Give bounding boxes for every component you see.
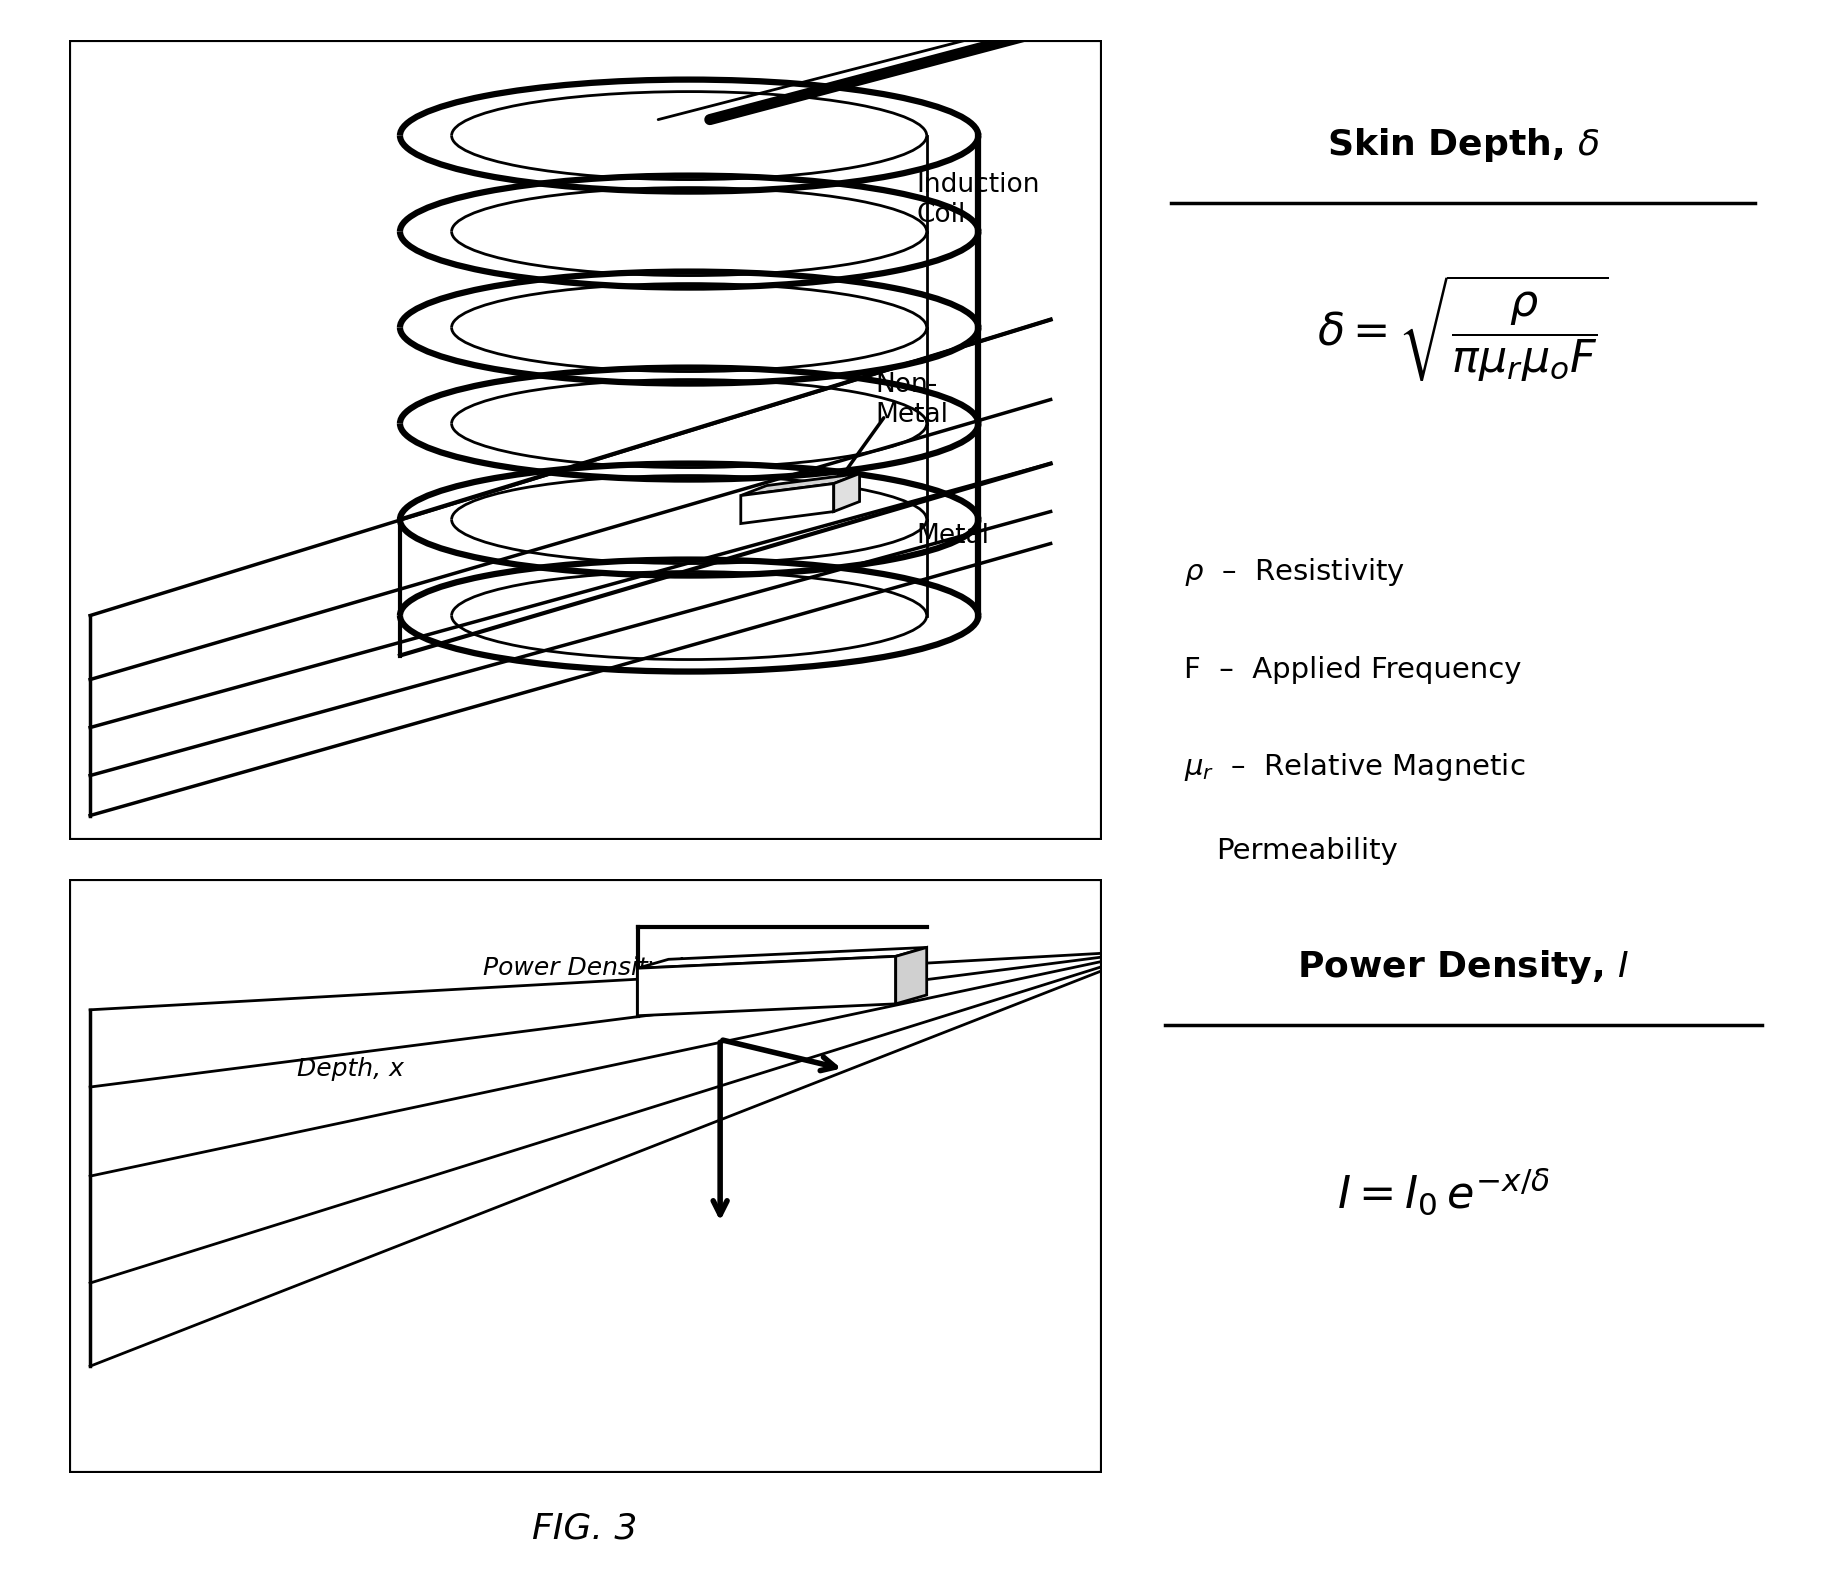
Text: Metal: Metal bbox=[916, 523, 989, 548]
Text: $\rho$  –  Resistivity: $\rho$ – Resistivity bbox=[1185, 556, 1406, 588]
Text: Permeability: Permeability bbox=[1217, 836, 1398, 865]
Text: F  –  Applied Frequency: F – Applied Frequency bbox=[1185, 656, 1521, 684]
Text: Skin Depth, $\delta$: Skin Depth, $\delta$ bbox=[1327, 127, 1600, 165]
Text: Non-
Metal: Non- Metal bbox=[876, 372, 949, 428]
Text: $\mu_r$  –  Relative Magnetic: $\mu_r$ – Relative Magnetic bbox=[1185, 751, 1525, 784]
Text: Power Density, $I$: Power Density, $I$ bbox=[1296, 949, 1629, 987]
Text: Induction
Coil: Induction Coil bbox=[916, 171, 1040, 228]
Polygon shape bbox=[740, 483, 834, 524]
Text: $I = I_0\, e^{-x/\delta}$: $I = I_0\, e^{-x/\delta}$ bbox=[1336, 1167, 1550, 1218]
Polygon shape bbox=[896, 947, 927, 1004]
Text: Power Density, I: Power Density, I bbox=[483, 957, 684, 980]
Text: Depth, x: Depth, x bbox=[296, 1057, 404, 1082]
Polygon shape bbox=[638, 947, 927, 968]
Text: FIG. 3: FIG. 3 bbox=[532, 1511, 638, 1546]
Polygon shape bbox=[740, 474, 859, 496]
Text: $\delta = \sqrt{\dfrac{\rho}{\pi\mu_r \mu_o F}}$: $\delta = \sqrt{\dfrac{\rho}{\pi\mu_r \m… bbox=[1318, 272, 1609, 383]
Polygon shape bbox=[834, 474, 859, 512]
Polygon shape bbox=[638, 957, 896, 1015]
